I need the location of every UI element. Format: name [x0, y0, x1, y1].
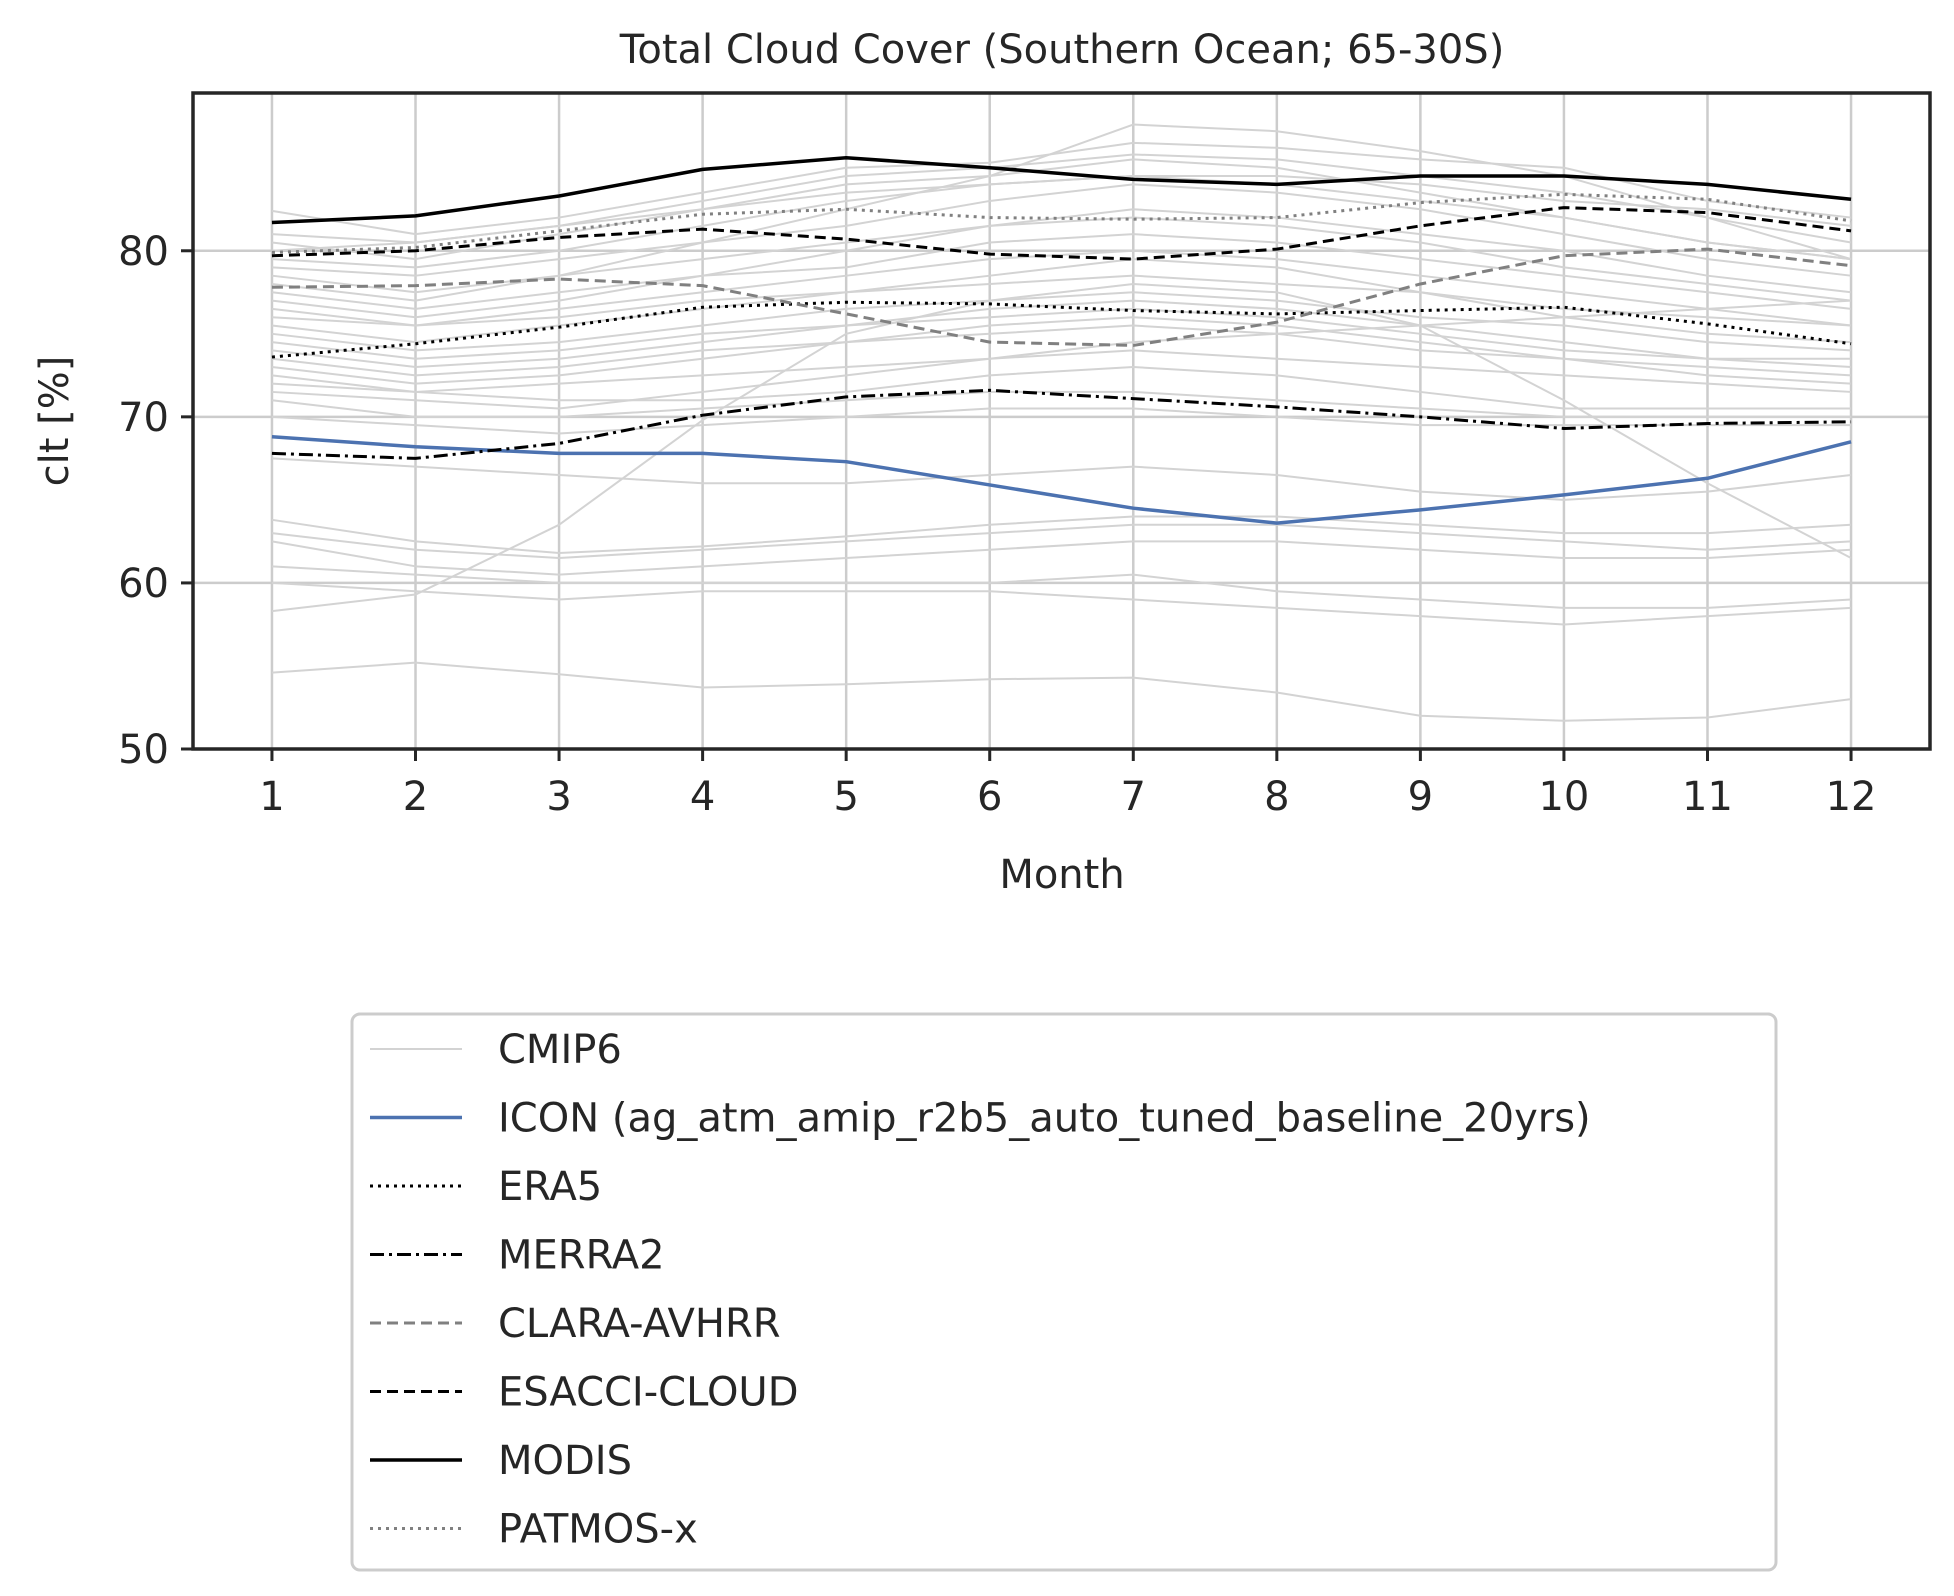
legend: CMIP6 ICON (ag_atm_amip_r2b5_auto_tuned_b… — [350, 1012, 1778, 1572]
legend-label: ERA5 — [498, 1164, 602, 1210]
cmip6-member-line — [271, 258, 1852, 344]
grid-vertical-lines — [270, 93, 1853, 749]
cmip6-member-line — [271, 349, 1852, 393]
x-tick-label: 6 — [977, 774, 1002, 820]
cmip6-member-line — [271, 390, 1852, 418]
cmip6-member-line — [271, 299, 1852, 410]
cmip6-member-line — [271, 324, 1852, 377]
series-line — [271, 156, 1852, 225]
legend-label: MERRA2 — [498, 1233, 665, 1279]
cmip6-member-line — [271, 565, 1852, 609]
x-tick-label: 8 — [1264, 774, 1289, 820]
chart-title: Total Cloud Cover (Southern Ocean; 65-30… — [619, 27, 1505, 73]
cmip6-member-line — [271, 291, 1852, 352]
cmip6-member-line — [271, 540, 1852, 576]
x-tick-label: 9 — [1408, 774, 1433, 820]
cmip6-member-line — [271, 523, 1852, 560]
x-tick-label: 1 — [259, 774, 284, 820]
cmip6-member-line — [271, 661, 1852, 722]
x-tick-label: 2 — [403, 774, 428, 820]
cmip6-member-line — [271, 457, 1852, 501]
y-tick-label: 80 — [118, 229, 169, 275]
legend-items: CMIP6 ICON (ag_atm_amip_r2b5_auto_tuned_b… — [370, 1027, 1591, 1553]
x-tick-label: 10 — [1538, 774, 1589, 820]
series-line — [271, 388, 1852, 460]
cmip6-member-line — [271, 316, 1852, 385]
series-line — [271, 192, 1852, 254]
x-tick-label: 5 — [833, 774, 858, 820]
cmip6-ensemble-lines — [271, 123, 1852, 722]
legend-label: MODIS — [498, 1438, 632, 1484]
y-tick-label: 50 — [118, 727, 169, 773]
cmip6-member-line — [271, 282, 1852, 613]
cmip6-member-line — [271, 216, 1852, 319]
cmip6-member-line — [271, 581, 1852, 626]
x-tick-label: 7 — [1121, 774, 1146, 820]
series-lines — [271, 156, 1852, 525]
series-line — [271, 206, 1852, 261]
x-tick-label: 12 — [1826, 774, 1877, 820]
y-axis-label: clt [%] — [32, 356, 78, 487]
series-line — [271, 300, 1852, 359]
cmip6-member-line — [271, 249, 1852, 327]
cmip6-member-line — [271, 366, 1852, 410]
y-axis-ticks: 50 60 70 80 — [118, 229, 193, 773]
cmip6-member-line — [271, 515, 1852, 555]
cmip6-member-line — [271, 175, 1852, 252]
cmip6-member-line — [271, 141, 1852, 236]
series-line — [271, 247, 1852, 347]
legend-label: ICON (ag_atm_amip_r2b5_auto_tuned_baseli… — [498, 1096, 1591, 1142]
plot-frame — [191, 91, 1932, 751]
cmip6-member-line — [271, 175, 1852, 269]
cmip6-member-line — [271, 307, 1852, 369]
cmip6-member-line — [271, 183, 1852, 277]
y-tick-label: 60 — [118, 561, 169, 607]
x-axis-ticks: 1 2 3 4 5 6 7 8 9 10 11 12 — [259, 749, 1876, 820]
legend-label: CMIP6 — [498, 1027, 622, 1073]
legend-label: ESACCI-CLOUD — [498, 1370, 799, 1416]
cmip6-member-line — [271, 233, 1852, 310]
cmip6-member-line — [271, 407, 1852, 435]
legend-label: PATMOS-x — [498, 1507, 698, 1553]
cmip6-member-line — [271, 299, 1852, 369]
y-tick-label: 70 — [118, 395, 169, 441]
cmip6-member-line — [271, 123, 1852, 294]
series-line — [271, 435, 1852, 525]
x-tick-label: 3 — [546, 774, 571, 820]
x-tick-label: 11 — [1682, 774, 1733, 820]
legend-frame — [350, 1012, 1778, 1572]
legend-label: CLARA-AVHRR — [498, 1301, 781, 1347]
x-tick-label: 4 — [690, 774, 715, 820]
x-axis-label: Month — [999, 852, 1124, 898]
cmip6-member-line — [271, 274, 1852, 327]
